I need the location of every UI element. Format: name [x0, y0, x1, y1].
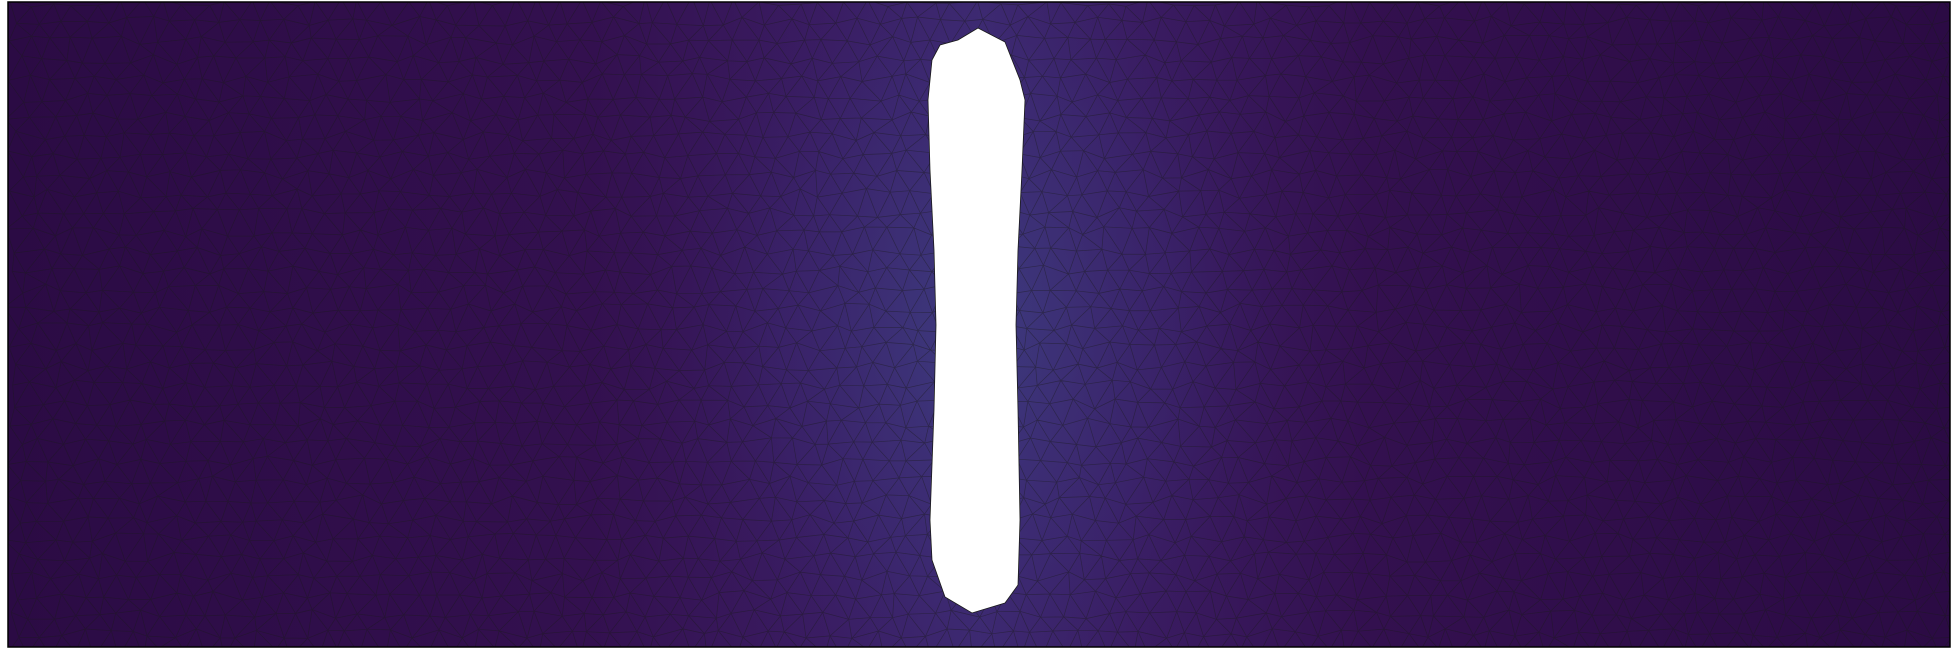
plate-border [7, 1, 1951, 648]
slot-hole [927, 27, 1026, 614]
mesh-edges [8, 2, 1950, 647]
triangular-mesh [8, 2, 1950, 647]
plate [8, 2, 1950, 647]
